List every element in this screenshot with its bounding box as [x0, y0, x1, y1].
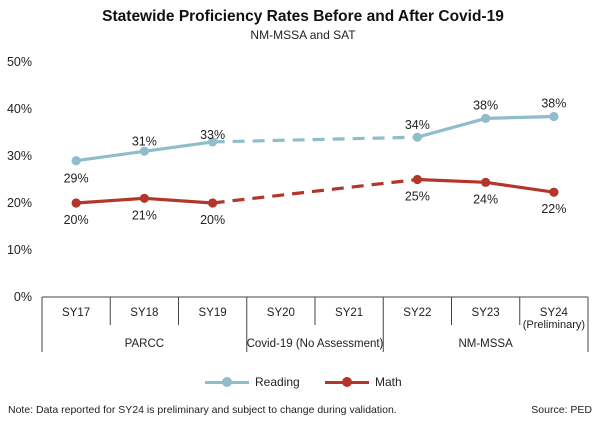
legend-item-math: Math	[325, 375, 402, 389]
group-label-0: PARCC	[125, 338, 164, 350]
reading-line-segment-1	[142, 140, 215, 153]
math-data-label-sy19: 20%	[200, 213, 225, 227]
math-data-label-sy24: 22%	[541, 202, 566, 216]
reading-data-label-sy17: 29%	[64, 172, 89, 186]
y-tick-label-2: 20%	[7, 196, 32, 210]
math-gap-dashed-line	[212, 177, 418, 205]
x-tick-label-sy21: SY21	[335, 307, 363, 319]
reading-gap-dashed-line	[212, 135, 418, 144]
reading-point-sy23	[481, 113, 491, 123]
math-data-label-sy17: 20%	[64, 213, 89, 227]
x-tick-label-sy24: SY24	[540, 307, 569, 319]
x-tick-label-sy20: SY20	[267, 307, 295, 319]
y-tick-label-4: 40%	[7, 102, 32, 116]
legend-label-reading: Reading	[255, 375, 300, 389]
math-data-label-sy23: 24%	[473, 192, 498, 206]
math-data-label-sy18: 21%	[132, 208, 157, 222]
math-point-sy24	[549, 187, 559, 197]
math-data-label-sy22: 25%	[405, 190, 430, 204]
reading-data-label-sy19: 33%	[200, 128, 225, 142]
footer-source: Source: PED	[531, 404, 592, 416]
reading-data-label-sy18: 31%	[132, 134, 157, 148]
math-line-segment-5	[415, 177, 488, 184]
x-tick-label-sy19: SY19	[199, 307, 227, 319]
chart-subtitle: NM-MSSA and SAT	[250, 28, 356, 42]
group-label-2: NM-MSSA	[458, 338, 513, 350]
reading-point-sy18	[139, 146, 149, 156]
x-tick-sublabel-sy24: (Preliminary)	[523, 319, 585, 331]
reading-point-sy19	[208, 137, 218, 147]
y-tick-label-1: 10%	[7, 243, 32, 257]
math-point-sy17	[71, 198, 81, 208]
y-tick-label-3: 30%	[7, 149, 32, 163]
x-tick-label-sy17: SY17	[62, 307, 90, 319]
legend-label-math: Math	[375, 375, 402, 389]
math-point-sy23	[481, 177, 491, 187]
legend: Reading Math	[0, 375, 606, 393]
reading-data-label-sy22: 34%	[405, 118, 430, 132]
reading-line-segment-0	[74, 149, 146, 163]
legend-swatch-reading	[205, 376, 249, 388]
chart-title: Statewide Proficiency Rates Before and A…	[102, 8, 504, 25]
y-tick-label-0: 0%	[14, 290, 32, 304]
group-label-1: Covid-19 (No Assessment)	[247, 338, 384, 350]
math-point-sy19	[208, 198, 218, 208]
math-line-segment-6	[484, 180, 556, 194]
math-line-segment-0	[74, 196, 146, 205]
reading-line-segment-5	[415, 116, 488, 139]
reading-point-sy22	[412, 132, 422, 142]
x-tick-label-sy23: SY23	[472, 307, 500, 319]
footer-note: Note: Data reported for SY24 is prelimin…	[8, 404, 397, 416]
reading-point-sy17	[71, 156, 81, 166]
reading-line-segment-6	[484, 114, 556, 121]
reading-point-sy24	[549, 111, 559, 122]
legend-swatch-math	[325, 376, 369, 388]
x-tick-label-sy18: SY18	[130, 307, 158, 319]
x-tick-label-sy22: SY22	[403, 307, 431, 319]
legend-item-reading: Reading	[205, 375, 300, 389]
math-point-sy18	[139, 193, 149, 203]
y-tick-label-5: 50%	[7, 55, 32, 69]
math-point-sy22	[412, 174, 422, 185]
math-line-segment-1	[142, 196, 215, 205]
reading-data-label-sy23: 38%	[473, 98, 498, 112]
reading-data-label-sy24: 38%	[541, 97, 566, 111]
